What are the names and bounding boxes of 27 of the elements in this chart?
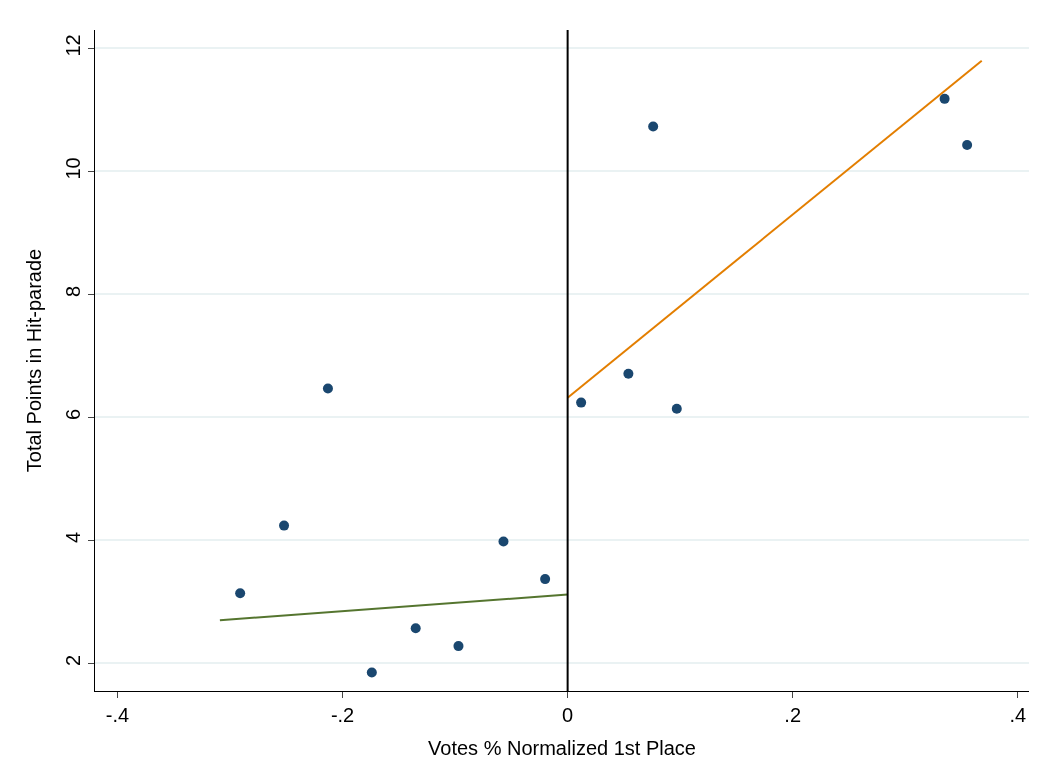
y-tick-label: 2 xyxy=(62,654,84,666)
x-tick-label: 0 xyxy=(562,704,574,726)
y-tick-label: 4 xyxy=(62,531,84,543)
y-axis-title: Total Points in Hit-parade xyxy=(22,248,45,473)
point xyxy=(962,139,973,150)
y-tick-label: 12 xyxy=(62,34,84,57)
x-tick-label: -.4 xyxy=(105,704,130,726)
point xyxy=(939,93,950,104)
point xyxy=(671,403,682,414)
point xyxy=(576,397,587,408)
x-tick-label: .4 xyxy=(1009,704,1027,726)
point xyxy=(453,641,464,652)
point xyxy=(623,368,634,379)
x-tick-label: -.2 xyxy=(330,704,355,726)
x-axis-title: Votes % Normalized 1st Place xyxy=(428,736,696,759)
point xyxy=(366,667,377,678)
point xyxy=(322,383,333,394)
y-tick-label: 8 xyxy=(62,285,84,297)
y-tick-label: 6 xyxy=(62,408,84,420)
point xyxy=(540,574,551,585)
y-tick-label: 10 xyxy=(62,157,84,180)
point xyxy=(235,588,246,599)
point xyxy=(498,536,509,547)
point xyxy=(648,121,659,132)
x-tick-label: .2 xyxy=(784,704,802,726)
point xyxy=(410,623,421,634)
point xyxy=(279,520,290,531)
